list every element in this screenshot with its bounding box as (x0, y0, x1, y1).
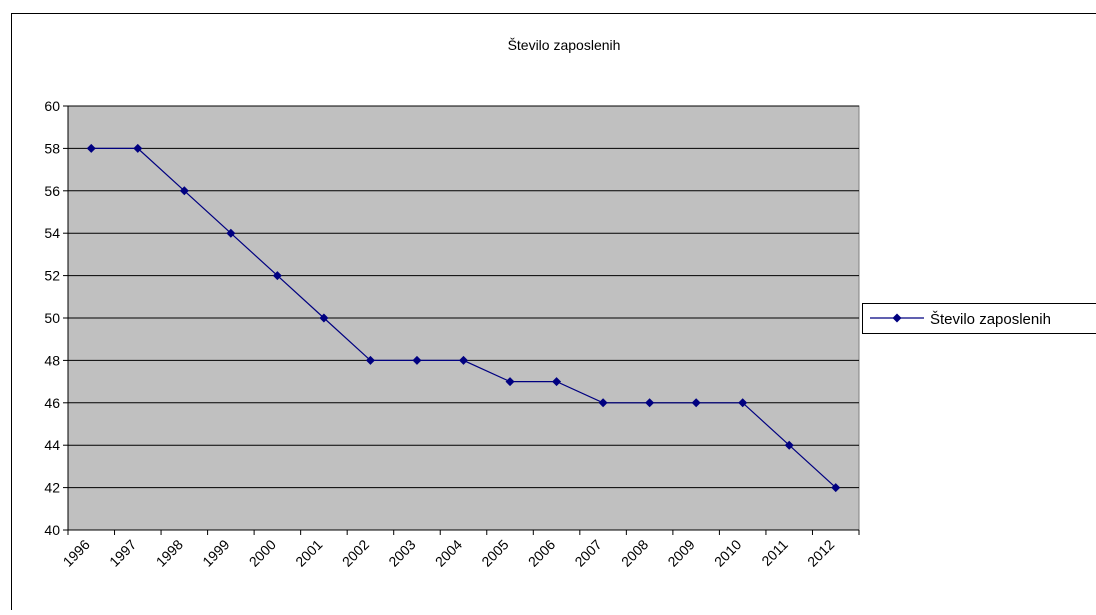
y-tick-label: 42 (44, 480, 60, 496)
y-tick-label: 44 (44, 437, 60, 453)
y-tick-label: 40 (44, 522, 60, 538)
y-tick-label: 58 (44, 140, 60, 156)
y-tick-label: 54 (44, 225, 60, 241)
y-tick-label: 50 (44, 310, 60, 326)
y-tick-label: 56 (44, 183, 60, 199)
y-tick-label: 60 (44, 98, 60, 114)
y-tick-label: 46 (44, 395, 60, 411)
y-tick-label: 48 (44, 352, 60, 368)
legend-label: Število zaposlenih (930, 311, 1051, 328)
chart-title: Število zaposlenih (508, 37, 621, 53)
y-tick-label: 52 (44, 268, 60, 284)
